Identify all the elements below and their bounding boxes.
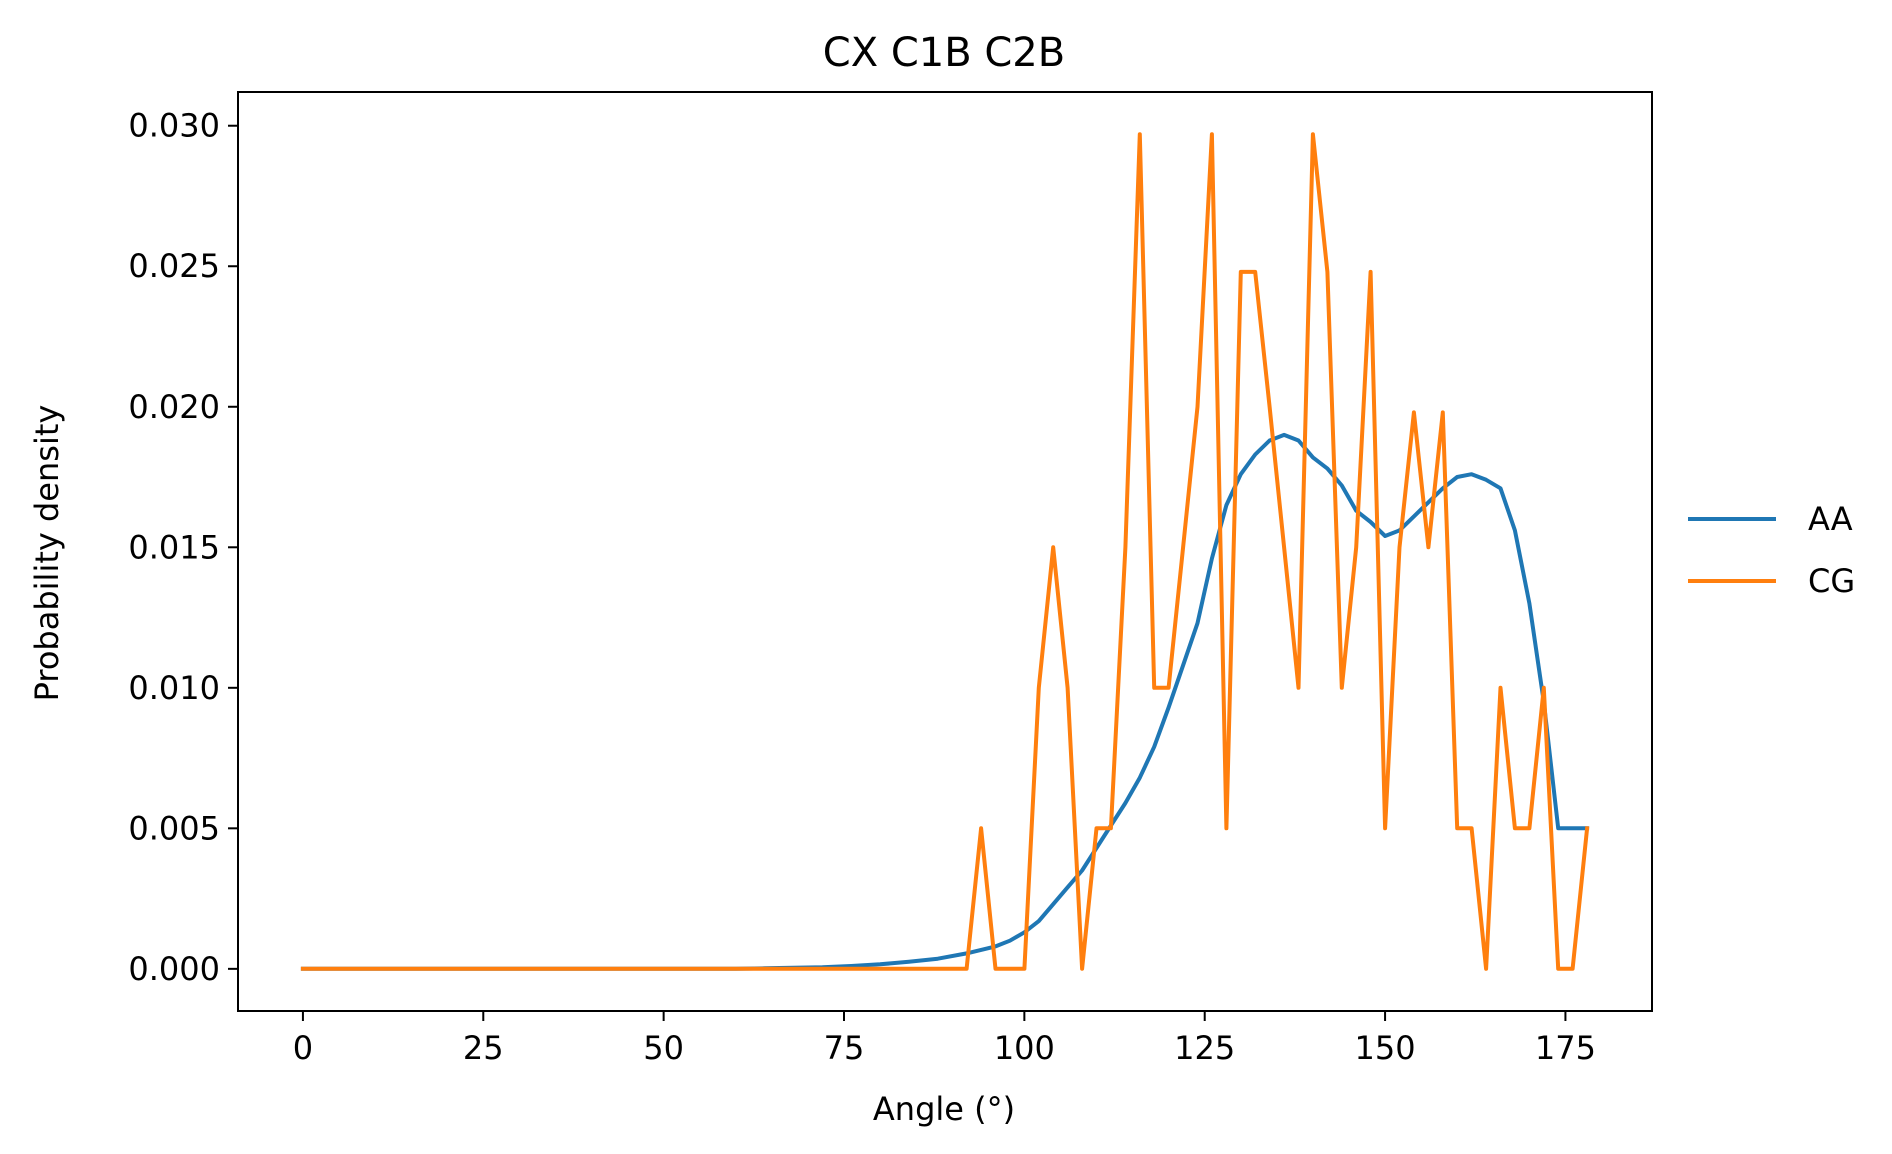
series-line-aa bbox=[300, 432, 1590, 971]
x-tick-label: 125 bbox=[1174, 1029, 1235, 1067]
series-line-cg bbox=[300, 132, 1590, 971]
y-tick-label: 0.025 bbox=[128, 247, 220, 285]
x-tick-label: 0 bbox=[293, 1029, 313, 1067]
x-tick-label: 75 bbox=[824, 1029, 865, 1067]
legend-label-aa: AA bbox=[1808, 500, 1853, 538]
y-tick-label: 0.005 bbox=[128, 809, 220, 847]
y-tick-label: 0.020 bbox=[128, 388, 220, 426]
y-tick-label: 0.030 bbox=[128, 107, 220, 145]
x-axis-label: Angle (°) bbox=[873, 1090, 1015, 1128]
x-tick-label: 25 bbox=[463, 1029, 504, 1067]
x-tick-label: 100 bbox=[994, 1029, 1055, 1067]
y-tick-label: 0.015 bbox=[128, 528, 220, 566]
x-tick-label: 150 bbox=[1355, 1029, 1416, 1067]
x-tick-label: 50 bbox=[643, 1029, 684, 1067]
x-tick-label: 175 bbox=[1535, 1029, 1596, 1067]
x-axis-ticks: 0 25 50 75 100 125 150 175 bbox=[293, 1011, 1596, 1067]
plot-frame bbox=[237, 91, 1653, 1012]
y-axis-label: Probability density bbox=[28, 405, 66, 702]
legend-label-cg: CG bbox=[1808, 562, 1855, 600]
legend: AA CG bbox=[1688, 500, 1855, 600]
chart-title: CX C1B C2B bbox=[823, 30, 1065, 76]
y-axis-ticks: 0.000 0.005 0.010 0.015 0.020 0.025 0.030 bbox=[128, 107, 238, 988]
plot-area bbox=[237, 91, 1653, 1012]
y-tick-label: 0.000 bbox=[128, 950, 220, 988]
y-tick-label: 0.010 bbox=[128, 669, 220, 707]
